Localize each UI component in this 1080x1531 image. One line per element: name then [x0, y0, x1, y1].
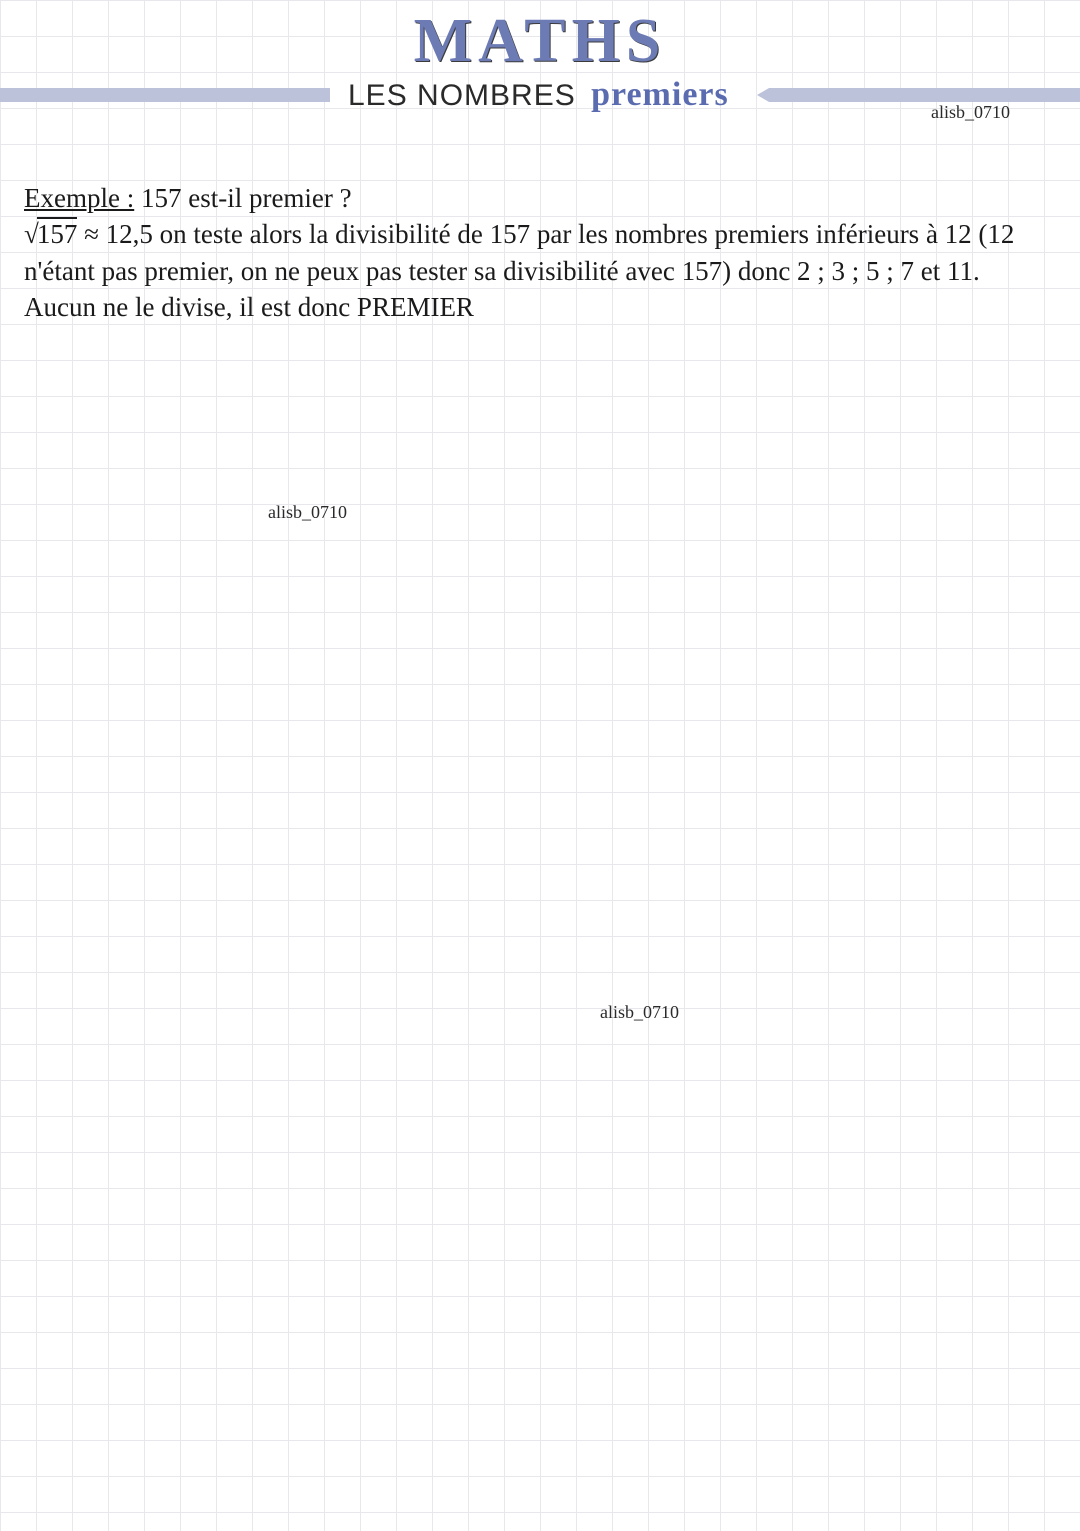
subtitle-row: LES NOMBRES premiers — [0, 76, 1080, 114]
page-header: MATHS LES NOMBRES premiers — [0, 0, 1080, 114]
example-text: ≈ 12,5 on teste alors la divisibilité de… — [24, 219, 1014, 322]
divider-left — [0, 88, 330, 102]
sqrt-argument: 157 — [37, 217, 78, 249]
example-label: Exemple : — [24, 183, 134, 213]
divider-right — [769, 88, 1080, 102]
page-subtitle: LES NOMBRES premiers — [330, 76, 747, 114]
header-watermark: alisb_0710 — [931, 102, 1010, 123]
sqrt-expression: √157 — [24, 219, 77, 249]
subtitle-plain: LES NOMBRES — [348, 79, 576, 112]
watermark-1: alisb_0710 — [268, 502, 347, 523]
example-body: √157 ≈ 12,5 on teste alors la divisibili… — [24, 216, 1056, 325]
body-content: Exemple : 157 est-il premier ? √157 ≈ 12… — [24, 180, 1056, 326]
subtitle-script: premiers — [591, 76, 729, 113]
divider-arrow-icon — [757, 88, 769, 102]
watermark-2: alisb_0710 — [600, 1002, 679, 1023]
page-title: MATHS — [0, 10, 1080, 72]
example-question: 157 est-il premier ? — [134, 183, 351, 213]
example-line-1: Exemple : 157 est-il premier ? — [24, 180, 1056, 216]
